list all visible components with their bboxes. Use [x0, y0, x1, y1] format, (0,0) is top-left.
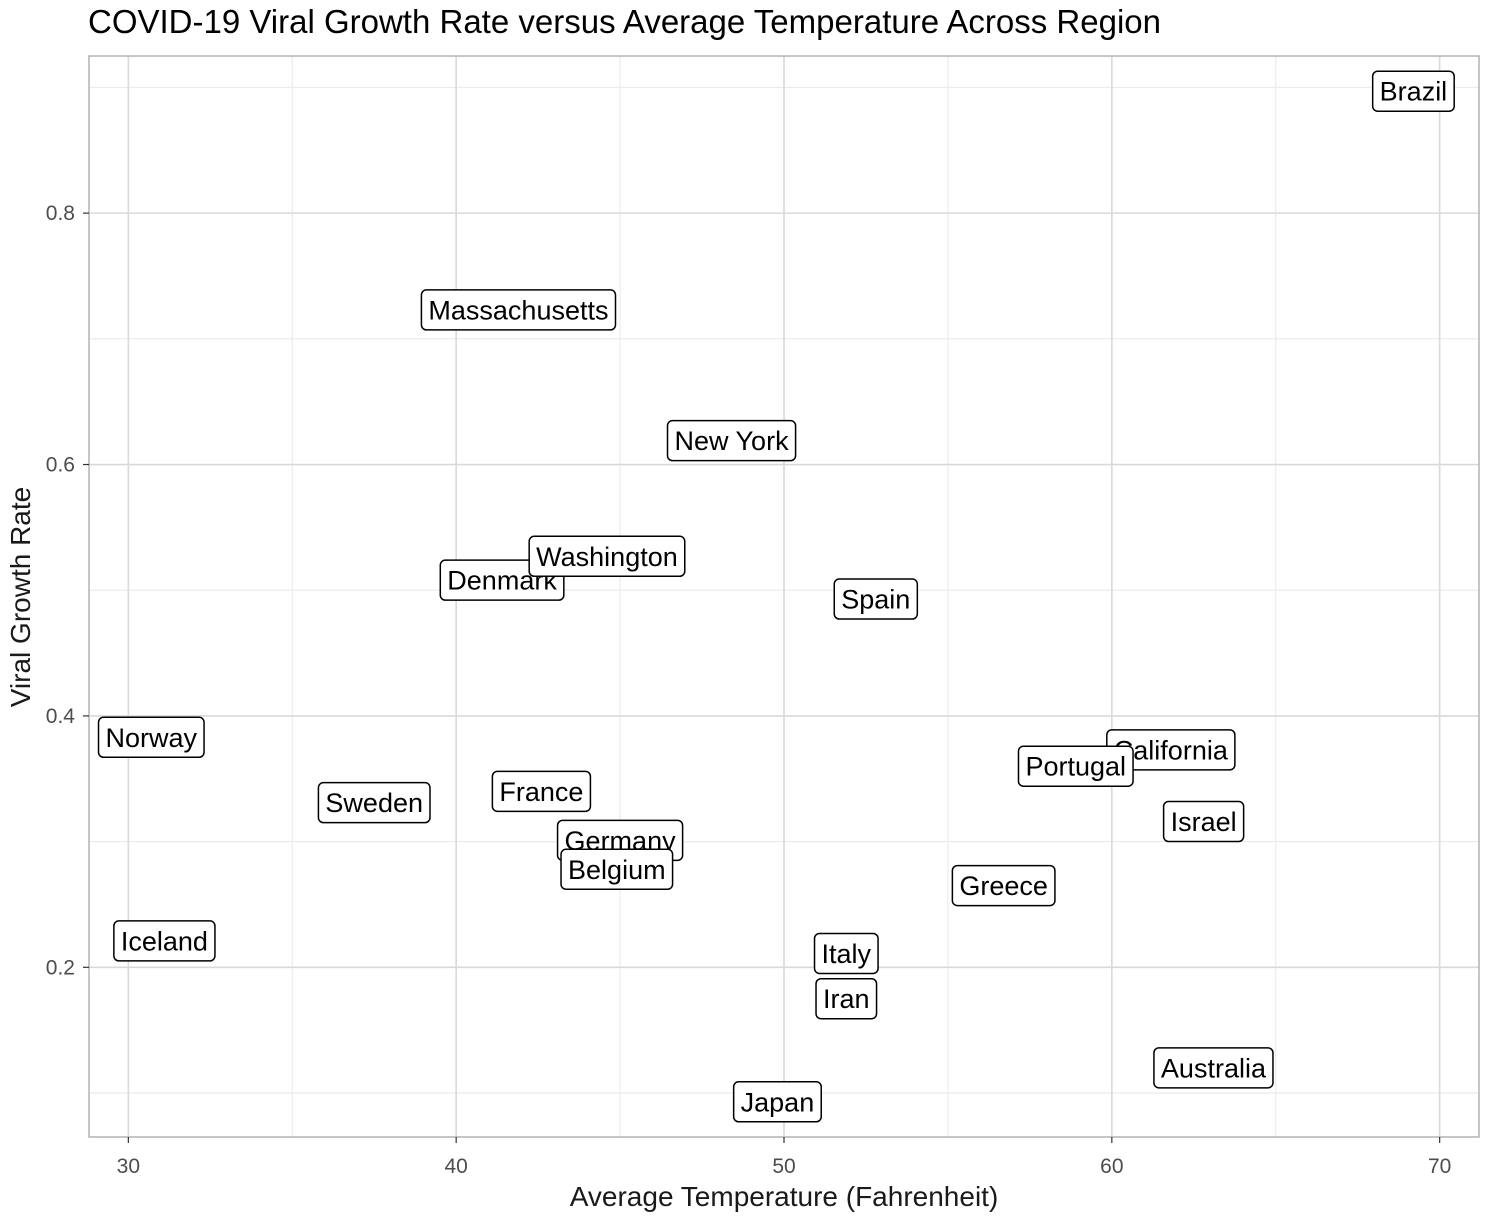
label-box [1162, 800, 1245, 843]
point-label-text: Brazil [1380, 77, 1448, 107]
point-label-massachusetts: Massachusetts [420, 289, 617, 331]
point-label-sweden: Sweden [317, 781, 431, 824]
x-tick-label: 30 [117, 1155, 140, 1178]
point-label-text: Spain [841, 585, 910, 615]
major-gridlines [89, 56, 1479, 1137]
label-box [317, 781, 431, 824]
chart-title: COVID-19 Viral Growth Rate versus Averag… [88, 3, 1161, 40]
label-box [666, 419, 797, 462]
point-label-text: Italy [822, 939, 872, 969]
x-axis-title: Average Temperature (Fahrenheit) [570, 1181, 999, 1212]
x-tick-label: 40 [444, 1155, 467, 1178]
point-label-portugal: Portugal [1017, 745, 1134, 787]
label-box [97, 716, 205, 759]
y-tick-label: 0.8 [46, 202, 75, 225]
x-tick-label: 50 [772, 1155, 795, 1178]
label-box [113, 920, 216, 962]
point-label-text: Iceland [121, 926, 208, 956]
point-label-text: Washington [536, 542, 678, 572]
point-label-washington: Washington [528, 535, 686, 578]
y-tick-label: 0.2 [46, 956, 75, 979]
point-label-text: Sweden [325, 788, 423, 818]
point-label-belgium: Belgium [560, 848, 674, 891]
point-label-norway: Norway [97, 716, 205, 759]
point-label-israel: Israel [1162, 800, 1245, 843]
point-label-new-york: New York [666, 419, 797, 462]
point-label-text: Greece [959, 871, 1048, 901]
point-label-france: France [491, 770, 592, 813]
label-box [732, 1081, 822, 1123]
label-box [420, 289, 617, 331]
x-axis-ticks: 30 40 50 60 70 [117, 1137, 1451, 1178]
point-label-text: Australia [1161, 1053, 1267, 1083]
x-tick-label: 70 [1428, 1155, 1451, 1178]
point-label-japan: Japan [732, 1081, 822, 1123]
point-label-text: Portugal [1025, 752, 1126, 782]
label-box [815, 977, 878, 1020]
point-label-text: Belgium [568, 855, 666, 885]
point-label-brazil: Brazil [1371, 70, 1455, 112]
label-box [1017, 745, 1134, 787]
point-label-text: Norway [106, 723, 198, 753]
label-box [813, 932, 879, 975]
point-label-text: Israel [1171, 807, 1237, 837]
point-label-text: France [499, 777, 583, 807]
point-label-text: Japan [741, 1087, 815, 1117]
point-label-text: Massachusetts [428, 295, 608, 325]
point-label-iran: Iran [815, 977, 878, 1020]
label-box [951, 864, 1056, 907]
point-label-text: Iran [823, 984, 870, 1014]
x-tick-label: 60 [1100, 1155, 1123, 1178]
label-box [528, 535, 686, 578]
label-box [1371, 70, 1455, 112]
label-box [491, 770, 592, 813]
y-tick-label: 0.6 [46, 454, 75, 477]
point-label-iceland: Iceland [113, 920, 216, 962]
label-box [833, 578, 919, 620]
label-box [560, 848, 674, 891]
point-label-text: New York [675, 426, 790, 456]
point-label-spain: Spain [833, 578, 919, 620]
y-tick-label: 0.4 [46, 705, 76, 728]
y-axis-ticks: 0.2 0.4 0.6 0.8 [46, 202, 89, 979]
y-axis-title: Viral Growth Rate [5, 487, 36, 707]
point-label-australia: Australia [1153, 1047, 1274, 1089]
point-label-greece: Greece [951, 864, 1056, 907]
label-box [1153, 1047, 1274, 1089]
point-label-italy: Italy [813, 932, 879, 975]
